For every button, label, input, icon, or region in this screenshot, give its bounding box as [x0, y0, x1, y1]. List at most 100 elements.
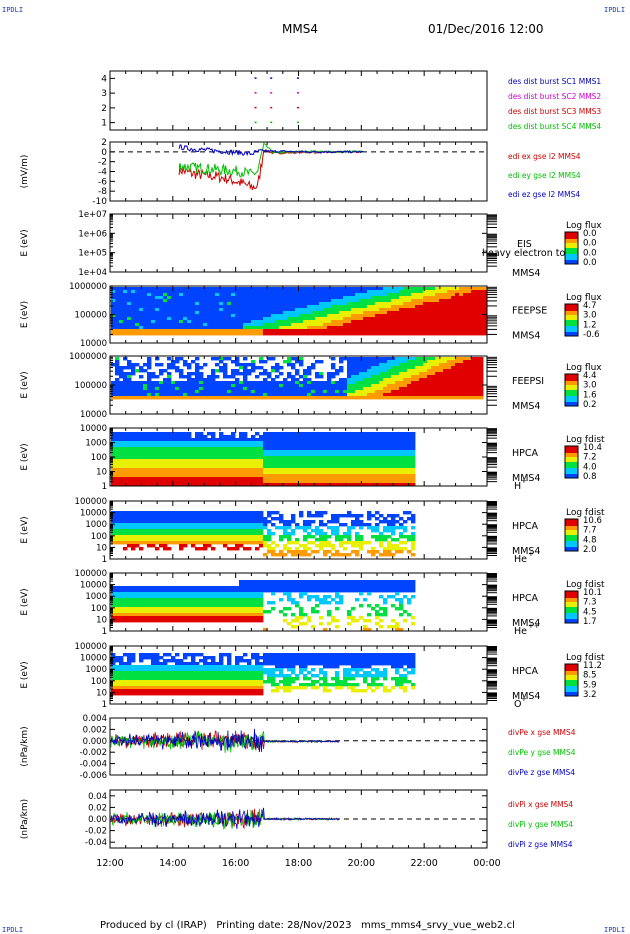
spectrogram-cell: [427, 372, 432, 376]
spectrogram-cell: [119, 311, 124, 315]
spectrogram-cell: [363, 317, 368, 321]
spectrogram-cell: [183, 384, 188, 388]
spectrogram-cell: [163, 393, 168, 397]
spectrogram-cell: [239, 456, 244, 460]
spectrogram-cell: [147, 384, 152, 388]
spectrogram-cell: [163, 483, 168, 487]
spectrogram-cell: [203, 547, 208, 551]
spectrogram-cell: [251, 384, 256, 388]
spectrogram-cell: [267, 438, 272, 442]
spectrogram-cell: [139, 517, 144, 521]
spectrogram-cell: [339, 366, 344, 370]
spectrogram-cell: [127, 317, 132, 321]
spectrogram-cell: [371, 480, 376, 484]
spectrogram-cell: [375, 456, 380, 460]
spectrogram-cell: [175, 311, 180, 315]
spectrogram-cell: [115, 369, 120, 373]
spectrogram-cell: [295, 323, 300, 327]
spectrogram-cell: [247, 483, 252, 487]
spectrogram-cell: [155, 468, 160, 472]
spectrogram-cell: [191, 456, 196, 460]
spectrogram-cell: [183, 532, 188, 536]
spectrogram-cell: [271, 308, 276, 312]
spectrogram-cell: [375, 471, 380, 475]
spectrogram-cell: [303, 287, 308, 291]
spectrogram-cell: [263, 299, 268, 303]
spectrogram-cell: [387, 384, 392, 388]
spectrogram-cell: [235, 378, 240, 382]
spectrogram-cell: [175, 435, 180, 439]
spectrogram-cell: [391, 441, 396, 445]
spectrogram-cell: [395, 474, 400, 478]
spectrogram-cell: [355, 483, 360, 487]
spectrogram-cell: [275, 326, 280, 330]
spectrogram-cell: [443, 287, 448, 291]
spectrogram-cell: [391, 320, 396, 324]
spectrogram-cell: [207, 474, 212, 478]
spectrogram-cell: [351, 326, 356, 330]
spectrogram-cell: [371, 450, 376, 454]
spectrogram-cell: [395, 465, 400, 469]
spectrogram-cell: [307, 444, 312, 448]
spectrogram-cell: [391, 378, 396, 382]
spectrogram-cell: [235, 450, 240, 454]
spectrogram-cell: [247, 465, 252, 469]
spectrogram-cell: [443, 296, 448, 300]
spectrogram-cell: [231, 320, 236, 324]
spectrogram-cell: [163, 459, 168, 463]
spectrogram-cell: [315, 384, 320, 388]
spectrogram-cell: [419, 366, 424, 370]
spectrogram-cell: [143, 320, 148, 324]
spectrogram-cell: [199, 450, 204, 454]
spectrogram-cell: [299, 299, 304, 303]
burst-flag-mark: [270, 121, 273, 124]
spectrogram-cell: [199, 302, 204, 306]
spectrogram-cell: [463, 326, 468, 330]
spectrogram-cell: [307, 296, 312, 300]
spectrogram-cell: [191, 329, 196, 333]
spectrogram-cell: [387, 462, 392, 466]
spectrogram-cell: [155, 438, 160, 442]
spectrogram-cell: [123, 381, 128, 385]
spectrogram-cell: [215, 477, 220, 481]
spectrogram-cell: [211, 547, 216, 551]
spectrogram-cell: [299, 375, 304, 379]
spectrogram-cell: [451, 323, 456, 327]
spectrogram-cell: [191, 517, 196, 521]
spectrogram-cell: [479, 299, 484, 303]
spectrogram-cell: [235, 314, 240, 318]
spectrogram-cell: [183, 465, 188, 469]
spectrogram-cell: [275, 465, 280, 469]
spectrogram-cell: [411, 462, 416, 466]
spectrogram-cell: [407, 384, 412, 388]
spectrogram-cell: [307, 378, 312, 382]
colorbar-cell: [565, 454, 578, 456]
spectrogram-cell: [175, 447, 180, 451]
burst-flag-mark: [254, 77, 257, 79]
spectrogram-cell: [383, 450, 388, 454]
spectrogram-cell: [335, 290, 340, 294]
spectrogram-cell: [287, 456, 292, 460]
spectrogram-cell: [355, 456, 360, 460]
spectrogram-cell: [127, 471, 132, 475]
colorbar-cell: [565, 251, 578, 253]
spectrogram-cell: [247, 314, 252, 318]
spectrogram-cell: [431, 369, 436, 373]
spectrogram-cell: [267, 387, 272, 391]
spectrogram-cell: [279, 390, 284, 394]
spectrogram-cell: [355, 290, 360, 294]
spectrogram-cell: [347, 468, 352, 472]
spectrogram-cell: [315, 302, 320, 306]
spectrogram-cell: [367, 387, 372, 391]
spectrogram-cell: [167, 357, 172, 361]
spectrogram-cell: [219, 444, 224, 448]
spectrogram-cell: [439, 299, 444, 303]
spectrogram-cell: [187, 314, 192, 318]
spectrogram-cell: [455, 360, 460, 364]
spectrogram-cell: [375, 378, 380, 382]
spectrogram-cell: [471, 384, 476, 388]
spectrogram-cell: [439, 332, 444, 336]
spectrogram-cell: [159, 471, 164, 475]
spectrogram-cell: [315, 393, 320, 397]
spectrogram-cell: [183, 287, 188, 291]
